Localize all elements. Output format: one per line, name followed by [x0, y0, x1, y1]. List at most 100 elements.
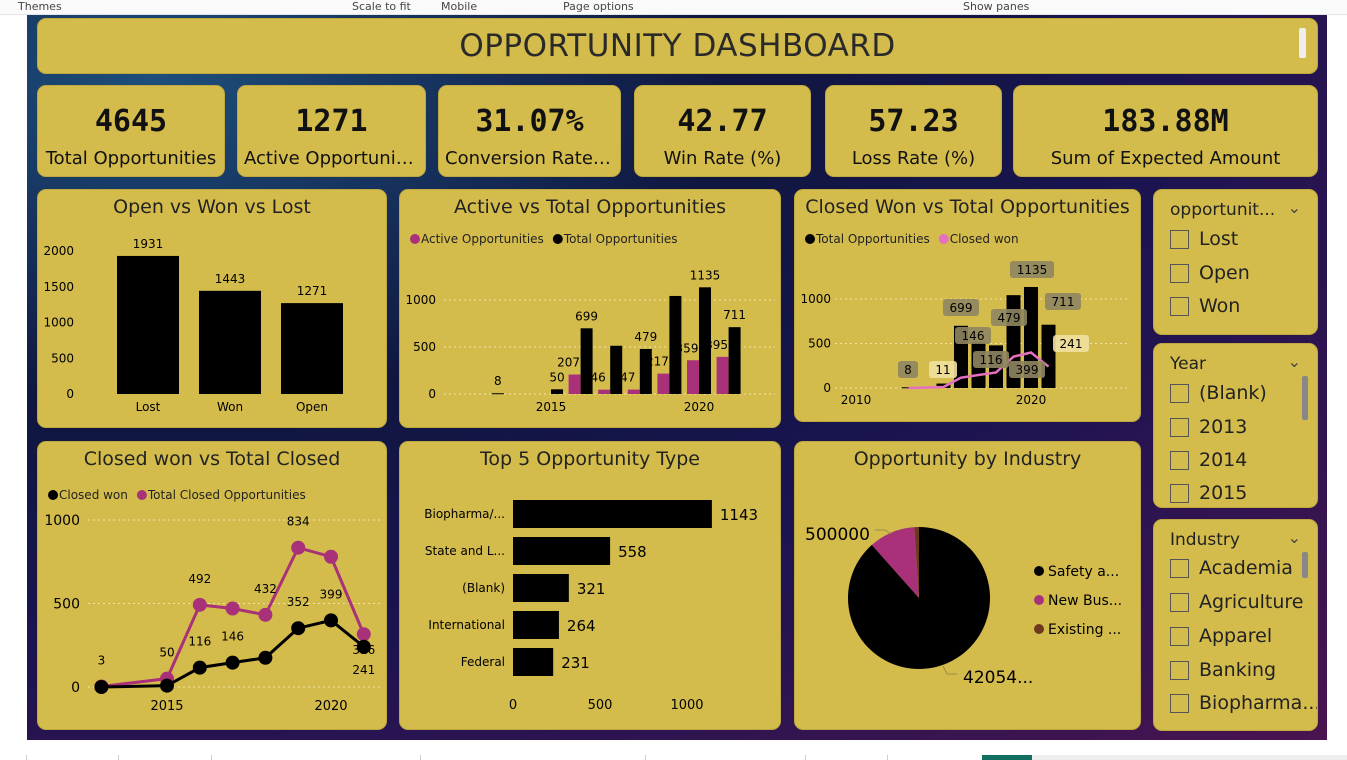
data-label: 264	[567, 617, 596, 635]
data-label: 399	[1016, 363, 1039, 377]
legend-marker	[1034, 566, 1044, 576]
data-label: 241	[352, 663, 375, 677]
data-label: 1443	[215, 272, 246, 286]
mobile-button[interactable]: Mobile	[441, 0, 478, 13]
label-box	[898, 361, 918, 378]
item-label: Apparel	[1199, 625, 1273, 647]
data-label: 321	[577, 580, 606, 598]
checkbox[interactable]	[1170, 558, 1189, 578]
y-tick-label: 0	[428, 387, 436, 401]
checkbox[interactable]	[1170, 417, 1189, 437]
leader-line	[875, 529, 892, 535]
label-box	[991, 309, 1027, 326]
legend-label: Existing ...	[1048, 622, 1121, 638]
kpi-label: Conversion Rate %	[445, 148, 616, 169]
item-label: 2015	[1199, 482, 1248, 504]
data-label: 399	[320, 587, 343, 601]
checkbox[interactable]	[1170, 483, 1189, 503]
total-closed-point	[324, 549, 338, 564]
chart-title: Active vs Total Opportunities	[453, 196, 727, 218]
kpi-expected-amount: 183.88M Sum of Expected Amount	[1013, 85, 1318, 177]
data-label: 352	[287, 595, 310, 609]
checkbox[interactable]	[1170, 626, 1189, 646]
themes-button[interactable]: Themes	[18, 0, 62, 13]
slicer-item-apparel[interactable]: Apparel	[1170, 625, 1272, 647]
slicer-item-2014[interactable]: 2014	[1170, 449, 1247, 471]
slicer-item-agriculture[interactable]: Agriculture	[1170, 591, 1304, 613]
label-box	[1053, 335, 1089, 352]
checkbox[interactable]	[1170, 592, 1189, 612]
kpi-label: Total Opportunities	[45, 148, 217, 169]
page-options-button[interactable]: Page options	[563, 0, 634, 13]
closed-won-point	[160, 678, 174, 693]
page-scroll-area[interactable]	[1032, 755, 1347, 760]
opportunity-by-industry-chart: Opportunity by Industry 500000 42054... Saf…	[794, 441, 1141, 730]
checkbox[interactable]	[1170, 296, 1189, 316]
data-label: 3	[98, 653, 106, 667]
slicer-item-academia[interactable]: Academia	[1170, 557, 1293, 579]
show-panes-button[interactable]: Show panes	[963, 0, 1030, 13]
item-label: 2013	[1199, 416, 1248, 438]
slicer-scrollbar[interactable]	[1302, 376, 1308, 420]
industry-slicer: Industry ⌄ Academia Agriculture Apparel B…	[1153, 519, 1318, 731]
chart-svg: 500000 42054... Safety a... New Bus... Exist…	[805, 525, 1122, 688]
bar	[513, 574, 569, 602]
chart-title: Opportunity by Industry	[853, 448, 1082, 470]
label-box	[1010, 261, 1054, 278]
x-tick-label: 2020	[314, 699, 347, 714]
chevron-down-icon[interactable]: ⌄	[1287, 352, 1301, 371]
data-label: 479	[998, 311, 1021, 325]
bar	[513, 500, 712, 528]
slicer-item-won[interactable]: Won	[1170, 295, 1240, 317]
item-label: Academia	[1199, 557, 1293, 579]
active-bar	[657, 373, 670, 394]
slicer-item-blank[interactable]: (Blank)	[1170, 382, 1267, 404]
chevron-down-icon[interactable]: ⌄	[1287, 198, 1301, 217]
kpi-conversion-rate: 31.07% Conversion Rate %	[438, 85, 621, 177]
checkbox[interactable]	[1170, 263, 1189, 283]
total-closed-point	[192, 597, 207, 612]
checkbox[interactable]	[1170, 450, 1189, 470]
chart-svg: Active Opportunities Total Opportunities 0…	[405, 232, 775, 414]
slicer-item-open[interactable]: Open	[1170, 262, 1250, 284]
total-bar	[610, 345, 623, 394]
slicer-item-2013[interactable]: 2013	[1170, 416, 1247, 438]
slicer-item-biopharma[interactable]: Biopharma...	[1170, 692, 1317, 714]
chart-title: Closed Won vs Total Opportunities	[805, 196, 1130, 218]
slicer-scrollbar[interactable]	[1302, 552, 1308, 578]
slicer-item-lost[interactable]: Lost	[1170, 228, 1238, 250]
checkbox[interactable]	[1170, 693, 1189, 713]
legend-marker	[1034, 595, 1044, 605]
chevron-down-icon[interactable]: ⌄	[1287, 528, 1301, 547]
checkbox[interactable]	[1170, 229, 1189, 249]
active-bar	[716, 356, 729, 394]
title-scrollbar[interactable]	[1299, 28, 1306, 58]
data-label: 492	[188, 572, 211, 586]
legend-label: New Bus...	[1048, 593, 1122, 609]
closed-won-point	[94, 680, 109, 694]
top5-opportunity-type-chart: Top 5 Opportunity Type 0 500 1000 Biopharma/…	[399, 441, 781, 730]
pie-slice	[914, 527, 919, 598]
legend-marker	[410, 234, 420, 244]
checkbox[interactable]	[1170, 660, 1189, 680]
item-label: (Blank)	[1199, 382, 1267, 404]
kpi-value: 42.77	[677, 104, 768, 139]
data-label: 50	[159, 646, 174, 660]
active-page-tab[interactable]	[982, 755, 1032, 760]
checkbox[interactable]	[1170, 383, 1189, 403]
item-label: 2014	[1199, 449, 1248, 471]
chart-svg: Total Opportunities Closed won 0 500 1000 201…	[800, 232, 1130, 407]
data-label: 479	[634, 330, 657, 344]
label-box	[929, 361, 957, 378]
active-bar	[627, 389, 640, 394]
total-bar	[491, 393, 504, 395]
slicer-item-banking[interactable]: Banking	[1170, 659, 1276, 681]
y-tick-label: 0	[66, 387, 74, 401]
y-tick-label: 1000	[43, 316, 74, 330]
scale-to-fit-button[interactable]: Scale to fit	[352, 0, 411, 13]
item-label: Open	[1199, 262, 1250, 284]
total-bar	[728, 327, 741, 394]
label-box	[1045, 293, 1081, 310]
slicer-item-2015[interactable]: 2015	[1170, 482, 1247, 504]
closed-won-vs-total-closed-chart: Closed won vs Total Closed Closed won Tota…	[37, 441, 387, 730]
